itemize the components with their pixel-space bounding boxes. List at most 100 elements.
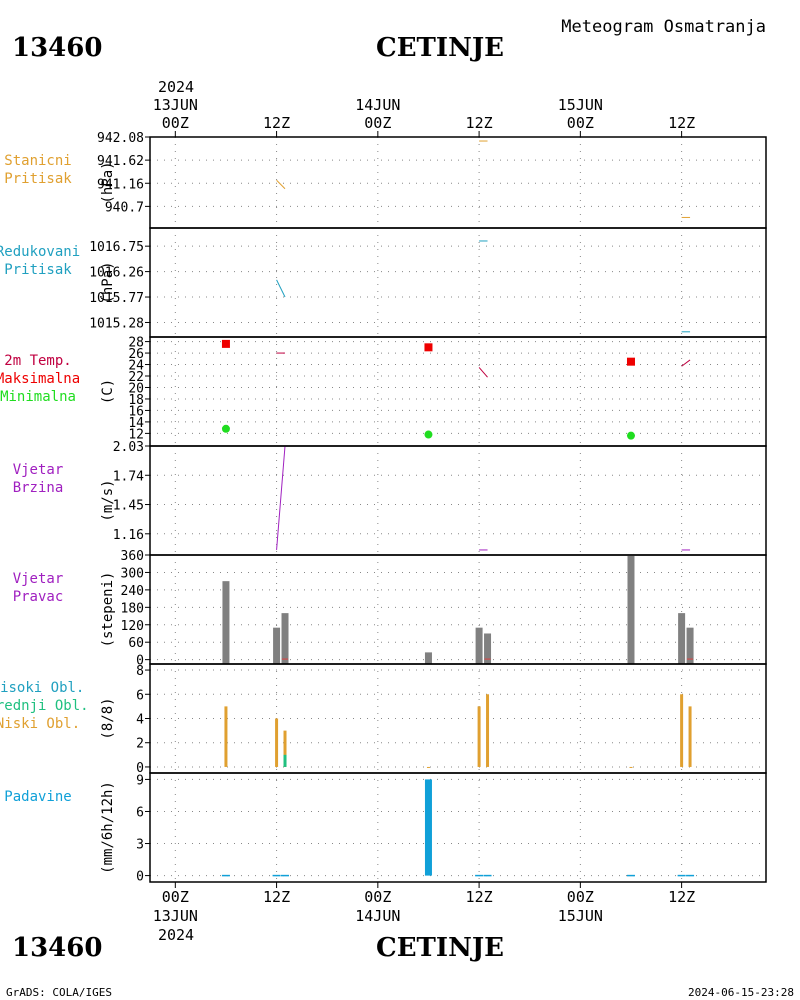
panel-frame (149, 136, 767, 229)
precip-bar (677, 874, 686, 877)
y-tick-label: 0 (136, 654, 144, 669)
hour-label-top: 00Z (364, 114, 391, 132)
panel-precipitation: 0 3 6 9 (mm/6h/12h) Padavine (4, 772, 767, 885)
series-label: Padavine (4, 789, 71, 805)
y-axis-label: (mm/6h/12h) (100, 781, 116, 874)
y-tick-label: 2 (136, 737, 144, 752)
direction-bar (678, 613, 686, 664)
y-tick-label: 300 (121, 566, 144, 581)
credit-text: GrADS: COLA/IGES (6, 986, 112, 999)
y-axis-label: (C) (100, 379, 116, 404)
hour-label-top: 00Z (162, 114, 189, 132)
low-cloud-bar (629, 766, 633, 768)
y-tick-label: 12 (128, 427, 144, 442)
station-name-top: CETINJE (376, 33, 504, 63)
y-axis-label: (hPa) (100, 161, 116, 203)
date-label-top: 15JUN (558, 96, 603, 114)
y-tick-label: 6 (136, 805, 144, 820)
series-segment (478, 367, 488, 378)
direction-bar (424, 652, 432, 664)
date-label-top: 13JUN (153, 96, 198, 114)
y-tick-label: 16 (128, 404, 144, 419)
mid-cloud-bar (283, 754, 287, 767)
hour-label-bottom: 12Z (668, 888, 695, 906)
hour-label-bottom: 12Z (263, 888, 290, 906)
date-label-bottom: 14JUN (355, 907, 400, 925)
max-temp-point (626, 357, 635, 366)
y-tick-label: 942.08 (97, 131, 144, 146)
y-axis-label: (hPa) (100, 261, 116, 303)
max-temp-point (221, 339, 230, 348)
direction-bar (686, 627, 694, 664)
low-cloud-bar (477, 706, 481, 767)
y-tick-label: 4 (136, 713, 144, 728)
series-segment (276, 179, 286, 190)
y-tick-label: 20 (128, 381, 144, 396)
panel-frame (149, 554, 767, 665)
series-segment (681, 359, 691, 367)
y-tick-label: 22 (128, 370, 144, 385)
y-tick-label: 6 (136, 688, 144, 703)
hour-label-bottom: 00Z (162, 888, 189, 906)
series-label: Vjetar (13, 571, 64, 587)
series-label: Minimalna (0, 389, 76, 405)
max-temp-point (424, 343, 433, 352)
panel-wind-direction: 0 60 120 180 240 300 360 (stepeni) Vjetar Pravac (13, 549, 767, 669)
year-label-top: 2024 (158, 78, 194, 96)
y-tick-label: 8 (136, 664, 144, 679)
precip-bar (626, 874, 635, 877)
year-label-bottom: 2024 (158, 926, 194, 944)
y-tick-label: 1.74 (113, 469, 144, 484)
series-label: Stanicni (4, 153, 71, 169)
series-label: Visoki Obl. (0, 680, 84, 696)
y-tick-label: 1015.28 (89, 316, 144, 331)
y-tick-label: 14 (128, 416, 144, 431)
direction-bar (484, 633, 492, 664)
series-label: Redukovani (0, 244, 80, 260)
series-label: Pritisak (4, 262, 72, 278)
min-temp-point (424, 430, 433, 439)
y-tick-label: 0 (136, 870, 144, 885)
y-tick-label: 240 (121, 584, 144, 599)
station-id-top: 13460 (12, 33, 102, 63)
panel-reduced-pressure: 1015.28 1015.77 1016.26 1016.75 (hPa) Redukov… (0, 227, 767, 338)
y-tick-label: 941.62 (97, 154, 144, 169)
min-temp-point (221, 424, 230, 433)
precip-bar (272, 874, 281, 877)
date-label-bottom: 13JUN (153, 907, 198, 925)
precip-bar (686, 874, 695, 877)
low-cloud-bar (426, 766, 430, 768)
panel-station-pressure: 940.7 941.16 941.62 942.08 (hPa) Stanicni Prit… (4, 131, 767, 229)
series-label: Srednji Obl. (0, 698, 89, 714)
direction-bar (475, 627, 483, 664)
panel-frame (149, 772, 767, 883)
y-tick-label: 18 (128, 393, 144, 408)
low-cloud-bar (486, 694, 490, 767)
series-label: Brzina (13, 480, 64, 496)
date-label-top: 14JUN (355, 96, 400, 114)
direction-bar (273, 627, 281, 664)
panel-frame (149, 227, 767, 338)
direction-bar (281, 613, 289, 664)
precip-bar (483, 874, 492, 877)
hour-label-top: 12Z (668, 114, 695, 132)
y-tick-label: 1016.75 (89, 240, 144, 255)
timestamp-text: 2024-06-15-23:28 (688, 986, 794, 999)
series-label: Pritisak (4, 171, 72, 187)
precip-bar (281, 874, 290, 877)
station-id-bottom: 13460 (12, 933, 102, 963)
panel-wind-speed: 1.16 1.45 1.74 2.03 (m/s) Vjetar Brzina (13, 440, 767, 556)
low-cloud-bar (275, 718, 279, 767)
meteogram-title: Meteogram Osmatranja (561, 17, 766, 37)
y-tick-label: 9 (136, 773, 144, 788)
y-tick-label: 180 (121, 601, 144, 616)
min-temp-point (626, 431, 635, 440)
y-tick-label: 2.03 (113, 440, 144, 455)
panel-clouds: 0 2 4 6 8 (8/8) Visoki Obl. Srednji Obl. Niski O… (0, 663, 767, 776)
y-tick-label: 26 (128, 347, 144, 362)
series-label: Niski Obl. (0, 716, 80, 732)
station-name-bottom: CETINJE (376, 933, 504, 963)
precip-bar (424, 779, 432, 876)
date-label-bottom: 15JUN (558, 907, 603, 925)
